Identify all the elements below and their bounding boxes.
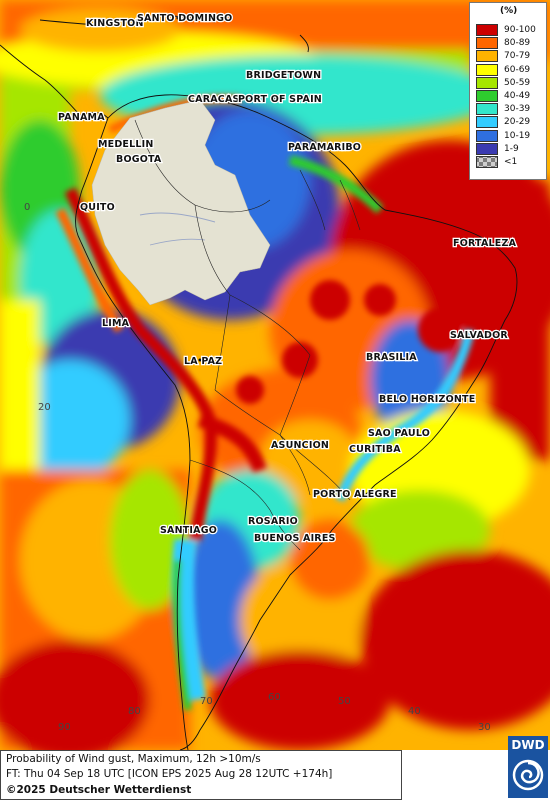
grid-labels: 0 20 90 80 70 60 50 40 30	[24, 202, 491, 733]
country-borders	[134, 119, 361, 551]
city-lima: LIMA	[102, 318, 130, 329]
legend-row: 1-9	[476, 142, 546, 155]
city-la-paz: LA PAZ	[184, 356, 222, 367]
legend-swatch	[476, 24, 498, 36]
legend-row: 30-39	[476, 103, 546, 116]
city-porto-alegre: PORTO ALEGRE	[313, 489, 397, 500]
city-santo-domingo: SANTO DOMINGO	[137, 13, 232, 24]
city-markers	[93, 16, 487, 539]
dry-region	[91, 99, 271, 306]
city-medellin: MEDELLIN	[98, 139, 154, 150]
legend-swatch	[476, 76, 498, 89]
grid-label-lon-30: 30	[478, 722, 491, 733]
city-bogota: BOGOTA	[116, 154, 162, 165]
city-port-of-spain: PORT OF SPAIN	[238, 94, 322, 105]
legend-label: 1-9	[504, 143, 519, 154]
legend-label: <1	[504, 157, 518, 167]
probability-field	[0, 0, 550, 750]
legend-swatch	[476, 142, 498, 155]
legend-row: 70-79	[476, 50, 546, 63]
grid-label-lon-50: 50	[338, 696, 351, 707]
footer: Probability of Wind gust, Maximum, 12h >…	[0, 750, 550, 800]
grid-label-lat-20: 20	[38, 402, 51, 413]
legend-swatch	[476, 63, 498, 76]
legend-row: 80-89	[476, 37, 546, 50]
legend-row: <1	[476, 156, 546, 168]
city-sao-paulo: SAO PAULO	[368, 428, 430, 439]
legend-label: 90-100	[504, 25, 536, 35]
city-asuncion: ASUNCION	[271, 440, 329, 451]
city-belo-horizonte: BELO HORIZONTE	[379, 394, 475, 405]
legend-row: 60-69	[476, 63, 546, 76]
legend-row: 20-29	[476, 116, 546, 129]
dwd-swirl-icon	[512, 759, 544, 791]
legend-swatch	[476, 116, 498, 129]
probability-detail	[55, 95, 475, 711]
legend-label: 20-29	[504, 117, 531, 128]
product-title: Probability of Wind gust, Maximum, 12h >…	[6, 753, 261, 765]
legend-swatch	[476, 50, 498, 63]
grid-label-lon-90: 90	[58, 722, 71, 733]
legend-row: 40-49	[476, 90, 546, 102]
grid-label-lat-0: 0	[24, 202, 30, 213]
legend-label: 80-89	[504, 38, 531, 49]
city-santiago: SANTIAGO	[160, 525, 217, 536]
legend-label: 30-39	[504, 104, 531, 115]
legend-swatch	[476, 90, 498, 102]
grid-label-lon-60: 60	[268, 692, 281, 703]
city-caracas: CARACAS	[188, 94, 240, 105]
legend: (%) 90-100 80-89 70-79 60-69 50-59 40-49 30-39…	[469, 2, 547, 180]
city-bridgetown: BRIDGETOWN	[246, 70, 321, 81]
grid-label-lon-40: 40	[408, 706, 421, 717]
city-quito: QUITO	[80, 202, 115, 213]
dwd-logo-text: DWD	[511, 738, 545, 752]
city-brasilia: BRASILIA	[366, 352, 417, 363]
legend-label: 50-59	[504, 77, 531, 88]
city-labels: KINGSTON SANTO DOMINGO BRIDGETOWN CARACA…	[57, 12, 518, 546]
legend-row: 50-59	[476, 76, 546, 89]
city-buenos-aires: BUENOS AIRES	[254, 533, 336, 544]
city-fortaleza: FORTALEZA	[453, 238, 517, 249]
copyright: ©2025 Deutscher Wetterdienst	[6, 784, 192, 796]
probability-map: 0 20 90 80 70 60 50 40 30 KINGSTON	[0, 0, 550, 750]
city-paramaribo: PARAMARIBO	[288, 142, 361, 153]
legend-label: 10-19	[504, 130, 531, 141]
coastlines	[0, 13, 518, 750]
legend-swatch	[476, 37, 498, 50]
legend-label: 60-69	[504, 64, 531, 75]
grid-label-lon-80: 80	[128, 706, 141, 717]
legend-row: 10-19	[476, 129, 546, 142]
legend-unit: (%)	[500, 6, 518, 16]
city-rosario: ROSARIO	[248, 516, 298, 527]
legend-label: 70-79	[504, 51, 531, 62]
city-salvador: SALVADOR	[450, 330, 508, 341]
city-panama: PANAMA	[58, 112, 105, 123]
legend-row: 90-100	[476, 24, 546, 36]
footer-info-box: Probability of Wind gust, Maximum, 12h >…	[0, 750, 402, 800]
grid-label-lon-70: 70	[200, 696, 213, 707]
city-curitiba: CURITIBA	[349, 444, 401, 455]
legend-swatch	[476, 103, 498, 116]
city-kingston: KINGSTON	[86, 18, 144, 29]
dwd-logo: DWD	[508, 736, 548, 798]
legend-swatch	[476, 129, 498, 142]
legend-swatch	[476, 156, 498, 168]
legend-label: 40-49	[504, 91, 531, 101]
forecast-time: FT: Thu 04 Sep 18 UTC [ICON EPS 2025 Aug…	[6, 768, 333, 780]
